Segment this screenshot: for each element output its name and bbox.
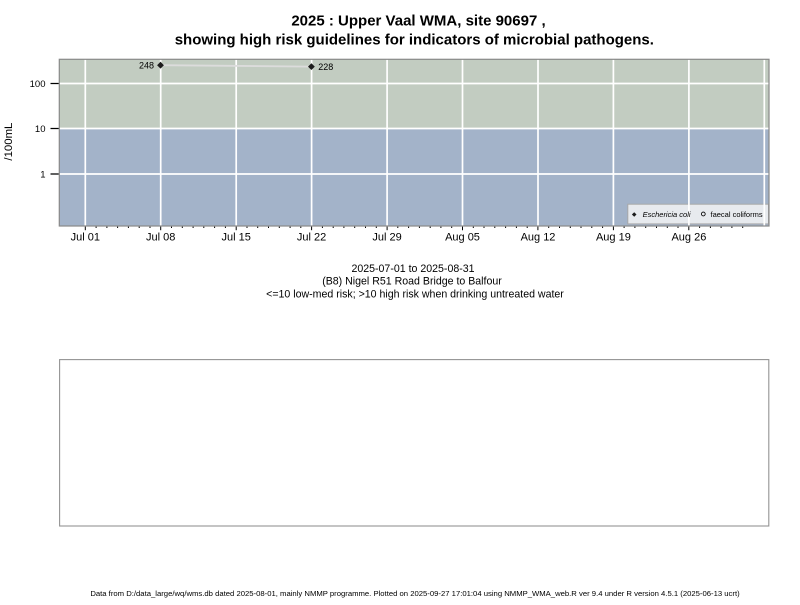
svg-text:faecal coliforms: faecal coliforms <box>711 210 763 219</box>
svg-text:Data from D:/data_large/wq/wms: Data from D:/data_large/wq/wms.db dated … <box>90 589 740 598</box>
svg-text:Jul 29: Jul 29 <box>372 232 401 244</box>
svg-text:<=10 low-med risk; >10 high ri: <=10 low-med risk; >10 high risk when dr… <box>266 288 564 300</box>
svg-text:Aug 19: Aug 19 <box>596 232 631 244</box>
svg-text:Aug 12: Aug 12 <box>521 232 556 244</box>
svg-text:2025-07-01 to 2025-08-31: 2025-07-01 to 2025-08-31 <box>351 263 474 275</box>
svg-text:/100mL: /100mL <box>3 123 15 161</box>
svg-text:Aug 26: Aug 26 <box>671 232 706 244</box>
svg-text:(B8) Nigel R51 Road Bridge to: (B8) Nigel R51 Road Bridge to Balfour <box>322 276 502 288</box>
svg-text:Jul 01: Jul 01 <box>71 232 100 244</box>
svg-text:248: 248 <box>139 61 154 71</box>
svg-text:Jul 08: Jul 08 <box>146 232 175 244</box>
svg-text:10: 10 <box>35 124 46 135</box>
svg-text:Jul 15: Jul 15 <box>222 232 251 244</box>
svg-text:228: 228 <box>318 62 333 72</box>
svg-text:Aug 05: Aug 05 <box>445 232 480 244</box>
svg-text:Eschericia coli: Eschericia coli <box>643 210 691 219</box>
svg-text:100: 100 <box>30 79 46 90</box>
svg-text:2025 : Upper Vaal WMA, site 90: 2025 : Upper Vaal WMA, site 90697 , <box>291 13 545 30</box>
svg-text:showing high risk guidelines f: showing high risk guidelines for indicat… <box>175 32 654 49</box>
svg-text:1: 1 <box>40 169 45 180</box>
svg-text:Jul 22: Jul 22 <box>297 232 326 244</box>
